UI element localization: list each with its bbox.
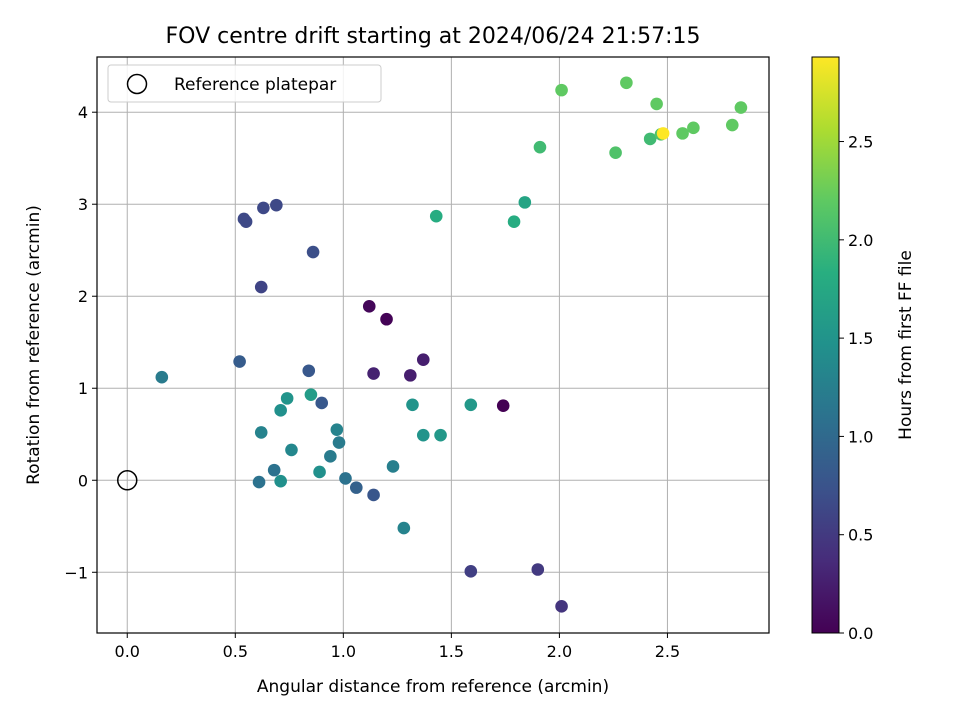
data-point (274, 474, 287, 488)
x-tick-label: 2.5 (655, 642, 680, 661)
data-point (687, 121, 700, 135)
data-point (555, 83, 568, 97)
data-point (254, 426, 268, 439)
x-tick-label: 1.5 (439, 642, 464, 661)
data-point (725, 118, 739, 132)
legend-label: Reference platepar (174, 75, 336, 95)
data-point (304, 388, 318, 401)
data-point (367, 488, 380, 502)
x-tick-label: 1.0 (331, 642, 356, 661)
y-tick-label: 2 (78, 287, 88, 306)
colorbar-tick-label: 0.5 (848, 526, 873, 545)
data-point (339, 472, 352, 485)
legend: Reference platepar (107, 64, 382, 103)
data-point (531, 563, 545, 576)
data-point (254, 280, 268, 294)
y-tick-label: 3 (78, 195, 88, 214)
data-point (416, 353, 430, 367)
data-point (270, 198, 283, 212)
data-point (380, 312, 393, 326)
data-point (496, 399, 510, 413)
data-point (507, 215, 521, 229)
data-point (267, 463, 281, 477)
data-point (609, 146, 622, 159)
data-point (330, 423, 344, 436)
colorbar-tick-label: 1.5 (848, 329, 873, 348)
data-point (285, 443, 298, 457)
y-tick-label: 1 (78, 379, 88, 398)
data-point (555, 600, 568, 613)
data-point (239, 215, 253, 229)
y-tick-label: 4 (78, 103, 88, 122)
data-point (252, 475, 266, 489)
data-point (324, 450, 337, 463)
x-tick-label: 2.0 (547, 642, 572, 661)
y-tick-label: −1 (64, 563, 88, 582)
data-point (620, 76, 633, 90)
data-point (416, 428, 430, 442)
data-point (397, 521, 411, 535)
y-axis-ticks: −1 0 1 2 3 4 (64, 103, 97, 582)
data-point (518, 196, 532, 209)
data-point (533, 140, 547, 154)
colorbar (811, 56, 840, 634)
data-point (434, 428, 447, 442)
data-point (386, 460, 400, 473)
data-point (676, 127, 689, 140)
data-point (643, 132, 657, 146)
x-tick-label: 0.5 (223, 642, 248, 661)
data-point (349, 481, 363, 494)
x-axis-label: Angular distance from reference (arcmin) (257, 677, 609, 697)
data-point (274, 404, 287, 417)
data-point (464, 398, 478, 412)
data-point (656, 127, 670, 140)
legend-box (107, 64, 382, 103)
colorbar-tick-label: 2.0 (848, 231, 873, 250)
plot-frame (96, 56, 770, 634)
colorbar-tick-label: 0.0 (848, 624, 873, 643)
data-point (315, 396, 329, 410)
data-point (313, 465, 326, 479)
colorbar-label: Hours from first FF file (896, 250, 916, 440)
data-point (650, 97, 663, 111)
data-point (367, 367, 380, 380)
scatter-points (155, 76, 748, 613)
colorbar-ticks: 0.0 0.5 1.0 1.5 2.0 2.5 (839, 133, 873, 643)
legend-marker (126, 73, 148, 95)
colorbar-tick-label: 2.5 (848, 133, 873, 152)
data-point (306, 245, 320, 259)
reference-point (117, 470, 138, 491)
data-point (332, 436, 346, 449)
chart-title: FOV centre drift starting at 2024/06/24 … (166, 24, 701, 49)
data-point (464, 565, 478, 578)
data-point (302, 364, 316, 378)
data-point (734, 101, 748, 114)
data-point (280, 392, 294, 405)
data-point (233, 355, 246, 368)
x-axis-ticks: 0.0 0.5 1.0 1.5 2.0 2.5 (115, 633, 680, 661)
data-point (429, 209, 443, 223)
data-point (406, 398, 419, 412)
y-tick-label: 0 (78, 471, 88, 490)
colorbar-tick-label: 1.0 (848, 427, 873, 446)
x-tick-label: 0.0 (115, 642, 140, 661)
data-point (257, 201, 270, 215)
data-point (404, 369, 417, 382)
grid-lines (97, 57, 769, 633)
data-point (155, 370, 169, 384)
data-point (362, 300, 376, 313)
y-axis-label: Rotation from reference (arcmin) (24, 205, 44, 485)
